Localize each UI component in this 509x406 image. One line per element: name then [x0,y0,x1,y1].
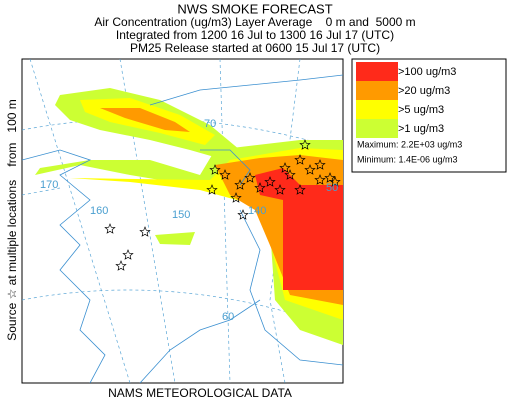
source-marker [279,162,291,173]
legend-label: >100 ug/m3 [398,66,456,78]
legend-swatch [356,62,398,81]
graticule [219,59,231,383]
source-marker [230,192,242,203]
subtitle-line: PM25 Release started at 0600 15 Jul 17 (… [130,41,380,55]
graticule [22,289,343,331]
source-marker [274,184,286,195]
map-label: 160 [90,205,108,217]
graticule [22,118,343,151]
graticule [29,59,131,383]
graticule [22,187,61,196]
smoke-area [155,232,195,245]
source-marker [304,164,316,175]
title: NWS SMOKE FORECAST [177,1,332,16]
legend-swatch [356,100,398,119]
subtitle-line: Integrated from 1200 16 Jul to 1300 16 J… [116,28,394,42]
map-label: 60 [222,311,234,323]
source-marker [234,179,246,190]
source-label: Source ☆ at multiple locations from 100 … [5,99,19,341]
source-marker [104,223,116,234]
legend: Maximum: 2.2E+03 ug/m3 Minimum: 1.4E-06 … [351,58,507,173]
legend-label: >5 ug/m3 [398,104,444,116]
legend-minimum: Minimum: 1.4E-06 ug/m3 [357,154,458,164]
map-label: 170 [40,179,58,191]
source-marker [237,209,249,220]
source-marker [264,176,276,187]
legend-label: >1 ug/m3 [398,123,444,135]
coastline [200,149,251,186]
source-marker [244,172,256,183]
coastline [22,149,106,383]
smoke-area [283,185,343,290]
smoke-area [100,108,190,132]
source-marker [254,182,266,193]
source-marker [219,169,231,180]
map: 170 160 150 70 140 60 50 [21,58,344,384]
legend-label: >20 ug/m3 [398,85,450,97]
source-marker [122,249,134,260]
source-marker [139,226,151,237]
source-markers [104,139,341,271]
map-label: 140 [248,205,266,217]
source-marker [299,139,311,150]
source-marker [314,174,326,185]
subtitle-line: Air Concentration (ug/m3) Layer Average … [94,15,415,29]
map-label: 70 [204,118,216,130]
legend-swatch [356,119,398,138]
footer: NAMS METEOROLOGICAL DATA [108,386,292,400]
map-label: 50 [326,182,338,194]
coastline [239,209,343,366]
source-marker [115,260,127,271]
map-label: 150 [172,209,190,221]
graticule [269,59,301,383]
source-marker [294,154,306,165]
source-marker [329,176,341,187]
coastline [139,299,261,383]
legend-maximum: Maximum: 2.2E+03 ug/m3 [357,139,462,149]
source-marker [294,184,306,195]
source-marker [284,169,296,180]
smoke-area [255,168,300,200]
source-marker [314,159,326,170]
source-marker [209,164,221,175]
source-marker [206,184,218,195]
coastline [149,74,343,106]
legend-swatch [356,81,398,100]
